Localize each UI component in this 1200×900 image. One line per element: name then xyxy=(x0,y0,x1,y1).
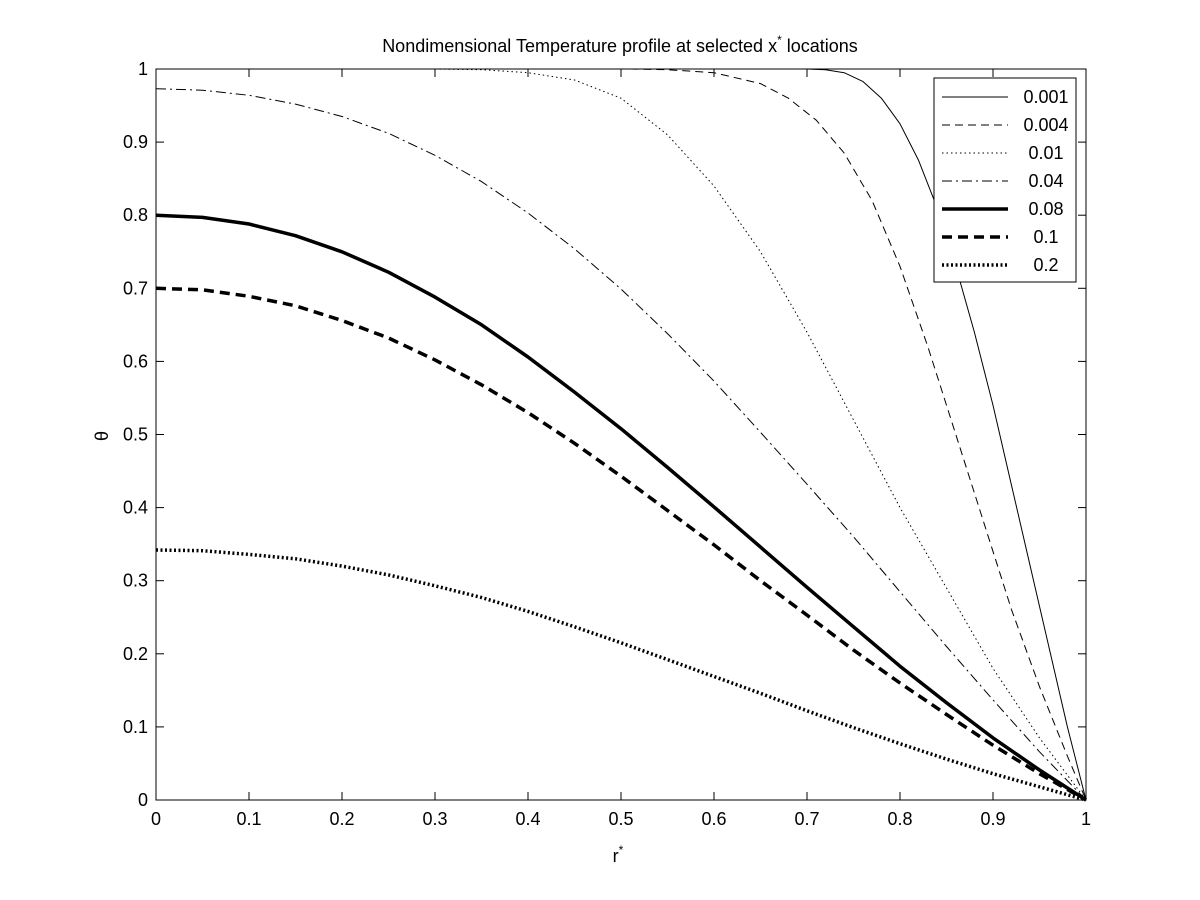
y-axis-title: θ xyxy=(92,431,112,441)
x-axis-title: r* xyxy=(613,843,624,866)
y-tick-label: 0 xyxy=(138,790,148,810)
axes-layer: 0 0.1 0.2 0.3 0.4 0.5 0.6 0.7 0.8 0.9 1 0 0.1 0.2 0.3 0… xyxy=(123,59,1091,829)
x-tick-label: 0.2 xyxy=(329,809,354,829)
x-axis-title-superscript: * xyxy=(619,843,624,857)
y-tick-label: 0.8 xyxy=(123,205,148,225)
series-line-0.08 xyxy=(155,213,1087,802)
x-tick-label: 1 xyxy=(1081,809,1091,829)
series-line-0.2 xyxy=(155,548,1087,802)
x-tick-label: 0.1 xyxy=(236,809,261,829)
y-tick-label: 0.7 xyxy=(123,278,148,298)
y-tick-label: 0.1 xyxy=(123,717,148,737)
legend-box xyxy=(933,77,1077,283)
chart-title-tail: locations xyxy=(782,36,858,56)
legend-label-0.04: 0.04 xyxy=(1028,171,1063,191)
chart-title-superscript: * xyxy=(777,33,782,47)
legend-label-0.08: 0.08 xyxy=(1028,199,1063,219)
legend: 0.001 0.004 0.01 0.04 0.08 0.1 0.2 xyxy=(933,77,1077,283)
x-tick-label: 0.5 xyxy=(608,809,633,829)
legend-label-0.2: 0.2 xyxy=(1033,255,1058,275)
x-axis-title-main: r xyxy=(613,846,619,866)
x-tick-label: 0.4 xyxy=(515,809,540,829)
y-tick-label: 0.3 xyxy=(123,571,148,591)
y-tick-label: 0.9 xyxy=(123,132,148,152)
y-tick-label: 0.2 xyxy=(123,644,148,664)
legend-label-0.01: 0.01 xyxy=(1028,143,1063,163)
y-tick-label: 0.6 xyxy=(123,351,148,371)
y-tick-label: 0.5 xyxy=(123,425,148,445)
x-tick-label: 0.6 xyxy=(701,809,726,829)
series-line-0.004 xyxy=(630,68,1087,801)
y-tick-label: 1 xyxy=(138,59,148,79)
legend-label-0.001: 0.001 xyxy=(1023,87,1068,107)
legend-label-0.004: 0.004 xyxy=(1023,115,1068,135)
x-tick-label: 0.3 xyxy=(422,809,447,829)
chart-title: Nondimensional Temperature profile at se… xyxy=(382,33,858,56)
x-tick-label: 0.8 xyxy=(887,809,912,829)
chart-title-main: Nondimensional Temperature profile at se… xyxy=(382,36,777,56)
x-tick-label: 0.9 xyxy=(980,809,1005,829)
legend-label-0.1: 0.1 xyxy=(1033,227,1058,247)
series-line-0.01 xyxy=(434,68,1087,801)
x-tick-label: 0 xyxy=(151,809,161,829)
y-tick-label: 0.4 xyxy=(123,498,148,518)
x-tick-label: 0.7 xyxy=(794,809,819,829)
